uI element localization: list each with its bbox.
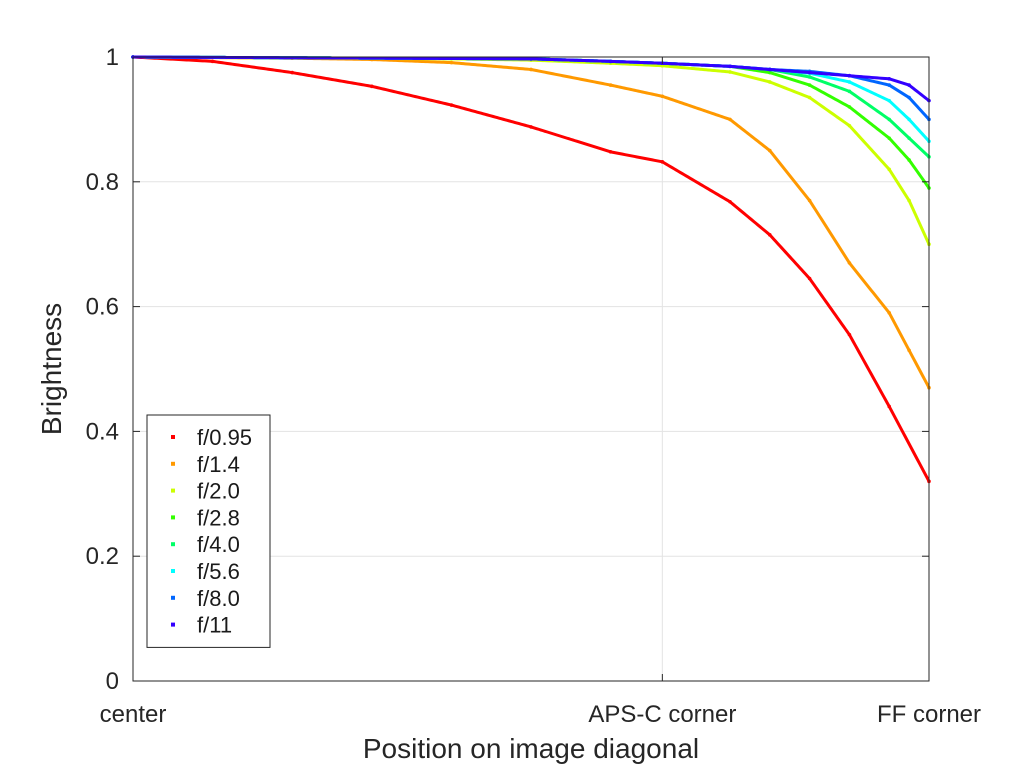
legend-marker	[171, 569, 175, 573]
data-point	[210, 59, 215, 64]
x-tick-label: center	[100, 701, 167, 728]
y-tick-label: 0.4	[86, 418, 119, 445]
data-point	[768, 80, 772, 84]
data-point	[728, 199, 732, 204]
y-tick-label: 0.2	[86, 543, 119, 570]
x-tick-label: FF corner	[877, 701, 981, 728]
data-point	[608, 150, 613, 154]
data-point	[529, 125, 533, 129]
data-point	[768, 67, 772, 72]
y-tick-label: 0.8	[86, 169, 119, 196]
data-point	[807, 198, 812, 203]
data-point	[887, 98, 891, 103]
legend-box	[146, 414, 271, 648]
data-point	[887, 167, 891, 172]
data-point	[728, 117, 732, 122]
data-point	[660, 63, 665, 68]
legend-marker	[171, 595, 175, 600]
data-point	[660, 160, 665, 164]
data-point	[847, 261, 852, 265]
data-point	[847, 73, 852, 78]
data-point	[807, 75, 812, 79]
legend-label: f/1.4	[197, 452, 240, 477]
data-point	[768, 148, 772, 153]
legend-marker	[171, 435, 175, 439]
data-point	[449, 60, 454, 65]
data-point	[907, 348, 911, 353]
data-point	[608, 83, 613, 87]
legend-label: f/2.8	[197, 505, 240, 530]
data-point	[529, 57, 533, 61]
data-point	[807, 83, 812, 87]
legend-marker	[171, 461, 175, 466]
data-point	[907, 117, 911, 122]
y-tick-label: 1	[106, 44, 119, 71]
data-point	[907, 95, 911, 100]
data-point	[887, 77, 891, 81]
y-axis-title: Brightness	[36, 303, 67, 435]
data-point	[907, 198, 911, 203]
data-point	[887, 117, 891, 122]
data-point	[887, 83, 891, 87]
plot-frame	[132, 56, 930, 682]
data-series	[131, 55, 931, 484]
data-point	[847, 123, 852, 128]
data-point	[728, 64, 732, 69]
data-point	[728, 70, 732, 74]
data-point	[847, 89, 852, 94]
legend-label: f/5.6	[197, 559, 240, 584]
data-point	[370, 84, 374, 89]
data-point	[907, 136, 911, 140]
legend-label: f/2.0	[197, 479, 240, 504]
data-point	[887, 404, 891, 409]
y-tick-label: 0.6	[86, 294, 119, 321]
data-point	[608, 59, 613, 64]
data-point	[847, 332, 852, 337]
data-point	[887, 136, 891, 140]
data-point	[847, 80, 852, 84]
data-point	[847, 105, 852, 109]
legend: f/0.95f/1.4f/2.0f/2.8f/4.0f/5.6f/8.0f/11	[146, 414, 271, 648]
legend-label: f/0.95	[197, 425, 252, 450]
data-point	[768, 70, 772, 75]
data-point	[807, 276, 812, 281]
series-f-11	[131, 55, 931, 103]
data-point	[807, 95, 812, 100]
data-point	[660, 94, 665, 99]
legend-label: f/8.0	[197, 586, 240, 611]
legend-marker	[171, 542, 175, 547]
data-point	[449, 103, 454, 107]
legend-marker	[171, 515, 175, 520]
y-tick-label: 0	[106, 668, 119, 695]
legend-label: f/4.0	[197, 532, 240, 557]
x-tick-label: APS-C corner	[588, 701, 736, 728]
data-point	[907, 83, 911, 87]
data-point	[290, 70, 295, 75]
data-point	[887, 311, 891, 315]
data-point	[529, 67, 533, 72]
legend-label: f/11	[197, 613, 232, 638]
axis-ticks: 0 0.2 0.4 0.6 0.8 1 center APS-C corner FF corne…	[86, 44, 981, 728]
data-point	[907, 158, 911, 162]
legend-marker	[171, 622, 175, 627]
legend-marker	[171, 488, 175, 493]
data-point	[807, 70, 812, 75]
x-axis-title: Position on image diagonal	[363, 733, 699, 764]
data-point	[768, 233, 772, 237]
